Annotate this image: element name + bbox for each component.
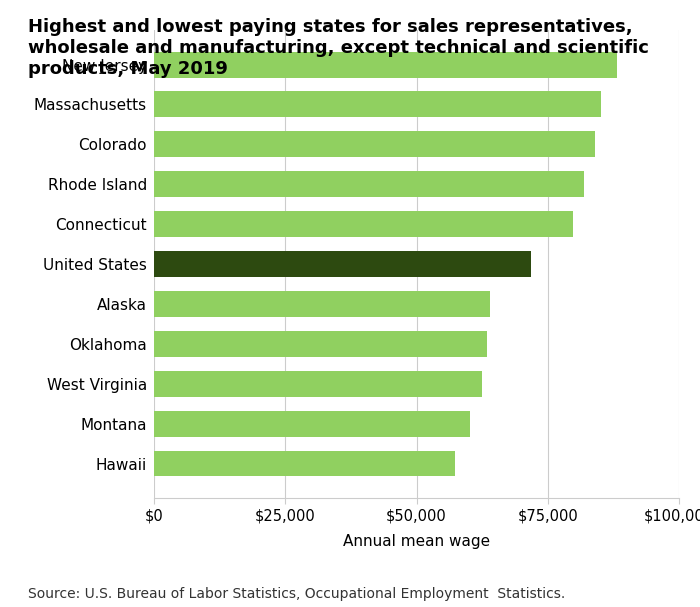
- Text: Source: U.S. Bureau of Labor Statistics, Occupational Employment  Statistics.: Source: U.S. Bureau of Labor Statistics,…: [28, 587, 566, 601]
- Bar: [154, 171, 584, 197]
- Text: Highest and lowest paying states for sales representatives,
wholesale and manufa: Highest and lowest paying states for sal…: [28, 18, 649, 78]
- Bar: [154, 92, 601, 117]
- Bar: [154, 211, 573, 237]
- Bar: [154, 251, 531, 277]
- Bar: [154, 450, 454, 476]
- Bar: [154, 411, 470, 436]
- Bar: [154, 291, 490, 317]
- Bar: [154, 371, 482, 397]
- Bar: [154, 331, 487, 357]
- Bar: [154, 131, 595, 157]
- X-axis label: Annual mean wage: Annual mean wage: [343, 534, 490, 549]
- Bar: [154, 52, 617, 78]
